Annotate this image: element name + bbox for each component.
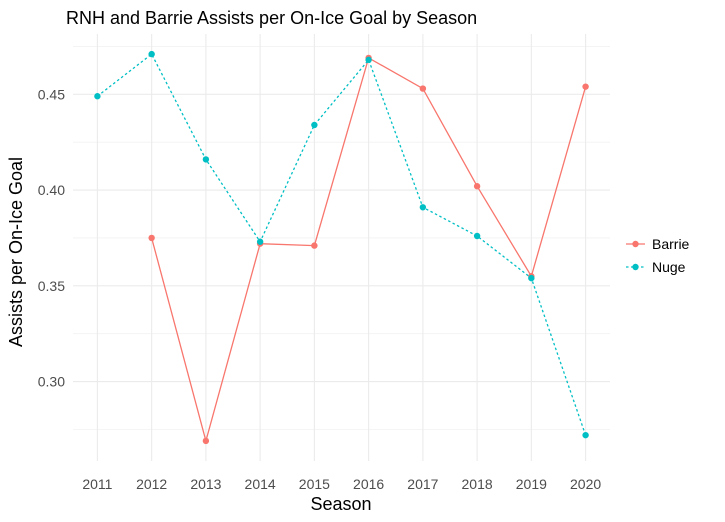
legend-label: Barrie bbox=[652, 236, 690, 252]
legend-key-point bbox=[632, 263, 639, 271]
data-point bbox=[419, 85, 427, 92]
x-tick-label: 2018 bbox=[462, 476, 493, 492]
legend-item-nuge: Nuge bbox=[626, 259, 686, 275]
x-tick-label: 2019 bbox=[516, 476, 547, 492]
data-point bbox=[365, 56, 372, 64]
x-tick-label: 2016 bbox=[353, 476, 384, 492]
data-point bbox=[528, 274, 535, 282]
data-point bbox=[582, 83, 589, 90]
data-point bbox=[582, 431, 589, 439]
x-tick-label: 2014 bbox=[245, 476, 276, 492]
legend-item-barrie: Barrie bbox=[626, 236, 690, 252]
x-tick-label: 2012 bbox=[136, 476, 167, 492]
y-tick-label: 0.45 bbox=[38, 86, 65, 102]
data-point bbox=[148, 234, 155, 242]
x-tick-label: 2015 bbox=[299, 476, 330, 492]
x-tick-label: 2017 bbox=[407, 476, 438, 492]
series-line bbox=[97, 53, 587, 436]
data-point bbox=[311, 121, 318, 129]
data-point bbox=[473, 232, 481, 240]
x-tick-label: 2013 bbox=[190, 476, 221, 492]
legend-label: Nuge bbox=[652, 259, 686, 275]
legend-key-point bbox=[632, 240, 639, 248]
data-point bbox=[256, 238, 264, 245]
x-tick-label: 2020 bbox=[570, 476, 601, 492]
data-point bbox=[94, 93, 101, 100]
x-tick-label: 2011 bbox=[82, 476, 112, 492]
y-axis-title: Assists per On-Ice Goal bbox=[6, 157, 26, 347]
y-tick-label: 0.30 bbox=[38, 374, 65, 390]
data-point bbox=[311, 242, 318, 249]
y-tick-label: 0.35 bbox=[38, 278, 65, 294]
series-nuge bbox=[94, 50, 589, 439]
data-point bbox=[419, 204, 427, 211]
x-axis-tick-labels: 2011 2012 2013 2014 2015 2016 2017 2018 2019 2020 bbox=[82, 476, 601, 492]
data-point bbox=[473, 183, 481, 190]
data-point bbox=[202, 437, 210, 445]
x-axis-title: Season bbox=[310, 494, 371, 514]
y-axis-tick-labels: 0.30 0.35 0.40 0.45 bbox=[38, 86, 65, 389]
data-point bbox=[148, 50, 155, 58]
data-point bbox=[202, 156, 210, 163]
series-layer bbox=[94, 50, 589, 445]
y-tick-label: 0.40 bbox=[38, 182, 65, 198]
chart-title: RNH and Barrie Assists per On-Ice Goal b… bbox=[66, 8, 477, 28]
legend: Barrie Nuge bbox=[626, 236, 690, 275]
